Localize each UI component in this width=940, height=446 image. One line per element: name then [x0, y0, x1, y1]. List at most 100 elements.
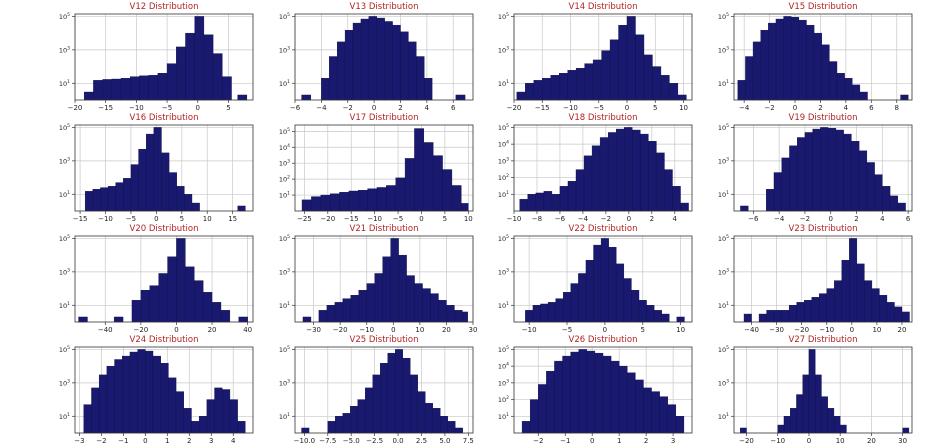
histogram-bar	[632, 129, 641, 212]
plot-frame	[733, 346, 913, 434]
histogram-bar	[342, 298, 351, 323]
x-tick-label: −15	[535, 104, 550, 112]
x-tick-label: 40	[243, 326, 252, 334]
y-tick-label: 101	[718, 301, 729, 310]
histogram-bar	[113, 316, 124, 323]
x-tick-label: 20	[442, 326, 451, 334]
x-tick-label: 0	[154, 215, 158, 223]
histogram-v19: −6 −4 −2 0 2 4 6 101 103 105	[718, 123, 913, 223]
histogram-bar	[680, 202, 689, 212]
x-tick-label: 4	[844, 104, 849, 112]
x-tick-label: −2	[800, 215, 810, 223]
x-tick-label: 2	[650, 215, 654, 223]
histogram-bar	[348, 190, 359, 212]
histogram-bar	[202, 292, 213, 323]
panel-v21: V21 Distribution −30 −20 −10 0 10 20 30 101 103 10…	[255, 222, 493, 334]
histogram-bar	[222, 76, 232, 101]
histogram-bar	[547, 302, 556, 323]
histogram-bar	[796, 302, 805, 323]
x-tick-label: 5	[443, 215, 447, 223]
x-tick-label: −6	[555, 215, 566, 223]
histogram-bar	[462, 311, 468, 323]
histogram-bar	[740, 427, 747, 434]
histogram-bar	[851, 141, 860, 212]
histogram-bar	[651, 391, 660, 434]
histogram-bar	[882, 186, 891, 212]
x-tick-label: −15	[344, 215, 359, 223]
histogram-bar	[610, 360, 620, 434]
histogram-bar	[607, 132, 617, 212]
x-tick-label: −20	[794, 326, 809, 334]
histogram-bar	[321, 78, 330, 101]
histogram-bar	[93, 80, 103, 101]
panel-v20: V20 Distribution −40 −20 0 20 40 101 103 105	[35, 222, 273, 334]
histogram-bar	[145, 350, 154, 434]
histogram-bar	[551, 194, 561, 212]
histogram-bar	[826, 288, 835, 323]
histogram-bar	[176, 46, 186, 101]
x-tick-label: −4	[774, 215, 785, 223]
histogram-bar	[567, 181, 577, 212]
y-tick-label: 101	[59, 301, 70, 310]
histogram-bar	[902, 427, 910, 434]
histogram-bar	[358, 190, 368, 212]
chart-title: V24 Distribution	[129, 335, 199, 345]
y-tick-label: 103	[718, 378, 729, 387]
histogram-bar	[626, 16, 636, 101]
histogram-bar	[432, 408, 441, 434]
histogram-bar	[311, 196, 321, 212]
histogram-bar	[414, 128, 425, 212]
histogram-bar	[334, 302, 344, 323]
histogram-bar	[152, 355, 161, 434]
histogram-bar	[789, 145, 798, 212]
y-tick-label: 101	[279, 191, 290, 200]
histogram-bar	[677, 94, 687, 101]
x-tick-label: −2	[343, 104, 353, 112]
y-tick-label: 103	[718, 156, 729, 165]
histogram-bar	[350, 295, 359, 323]
histogram-bar	[521, 421, 531, 434]
y-tick-label: 105	[279, 12, 290, 21]
histogram-bar	[238, 316, 248, 323]
histogram-bar	[638, 300, 647, 323]
chart-title: V23 Distribution	[788, 224, 858, 234]
histogram-bar	[92, 189, 101, 212]
x-tick-label: 4	[673, 215, 678, 223]
histogram-bar	[455, 94, 466, 101]
y-tick-label: 101	[718, 412, 729, 421]
histogram-bar	[140, 289, 150, 323]
histogram-bar	[844, 78, 853, 101]
histogram-bar	[329, 193, 340, 212]
histogram-bar	[554, 360, 563, 434]
x-tick-label: −10	[129, 104, 144, 112]
x-tick-label: 8	[895, 104, 899, 112]
x-tick-label: 15	[228, 215, 237, 223]
histogram-bar	[672, 186, 681, 212]
y-tick-label: 105	[498, 345, 509, 354]
x-tick-label: 30	[469, 326, 478, 334]
histogram-bar	[148, 75, 159, 101]
histogram-v24: −3 −2 −1 0 1 2 3 4 101 103 105	[59, 345, 254, 445]
histogram-bar	[743, 313, 752, 323]
y-tick-label: 105	[498, 234, 509, 243]
histogram-bar	[384, 21, 393, 101]
x-tick-label: 6	[906, 215, 911, 223]
x-tick-label: −7.5	[319, 437, 336, 445]
histogram-bar	[608, 246, 617, 323]
plot-frame	[74, 124, 254, 212]
histogram-bar	[194, 280, 204, 323]
histogram-bar	[423, 142, 434, 212]
y-tick-label: 103	[498, 156, 509, 165]
histogram-v26: −2 −1 0 1 2 3 101 102 103 104 105	[498, 345, 693, 445]
histogram-bar	[616, 128, 625, 212]
histogram-v16: −15 −10 −5 0 5 10 15 101 103 105	[59, 123, 254, 223]
x-tick-label: −6	[748, 215, 759, 223]
x-tick-label: −10	[367, 215, 382, 223]
histogram-bar	[570, 283, 579, 323]
histogram-bar	[627, 372, 636, 434]
x-tick-label: 10	[679, 104, 688, 112]
histogram-bar	[833, 416, 841, 434]
histogram-bar	[829, 61, 838, 101]
histogram-bar	[139, 75, 149, 101]
histogram-bar	[376, 187, 387, 212]
